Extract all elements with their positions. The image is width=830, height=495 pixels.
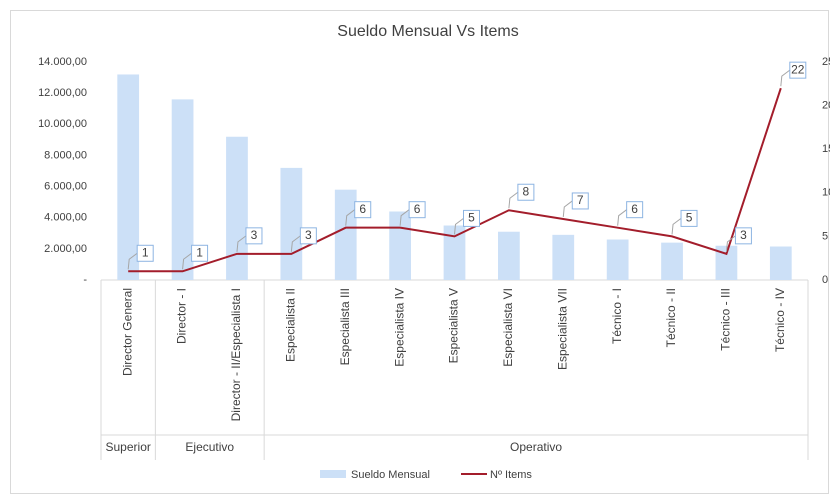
- bar: [769, 246, 792, 280]
- label-box: [245, 227, 263, 245]
- label-box: [354, 201, 372, 219]
- y2-tick-label: 5: [822, 230, 828, 242]
- label-leader: [454, 218, 464, 235]
- y-tick-label: 14.000,00: [38, 56, 87, 68]
- legend-label: Sueldo Mensual: [351, 469, 430, 481]
- y2-tick-label: 15: [822, 143, 830, 155]
- bar: [606, 239, 629, 280]
- x-tick-label: Técnico - I: [610, 288, 624, 344]
- data-label: 1: [196, 245, 203, 259]
- label-leader: [562, 200, 573, 218]
- label-leader: [236, 235, 247, 252]
- data-label: 6: [414, 202, 421, 216]
- y-tick-label: 4.000,00: [44, 212, 87, 224]
- bar: [117, 74, 140, 280]
- x-tick-label: Técnico - III: [719, 288, 733, 351]
- bar: [443, 225, 466, 280]
- data-label: 7: [577, 193, 584, 207]
- x-tick-label: Director - II/Especialista I: [229, 288, 243, 421]
- y2-tick-label: 0: [822, 274, 828, 286]
- label-box: [680, 209, 698, 227]
- label-leader: [345, 209, 356, 226]
- x-tick-label: Director - I: [175, 288, 189, 344]
- x-tick-label: Técnico - II: [664, 288, 678, 347]
- label-box: [299, 227, 317, 245]
- y-tick-label: 10.000,00: [38, 118, 87, 130]
- label-box: [734, 227, 752, 245]
- label-leader: [780, 69, 791, 87]
- group-label: Superior: [106, 440, 151, 454]
- y2-tick-label: 25: [822, 56, 830, 68]
- x-tick-label: Técnico - IV: [773, 288, 787, 352]
- label-box: [136, 244, 154, 262]
- chart-title: Sueldo Mensual Vs Items: [337, 23, 518, 40]
- label-leader: [127, 252, 138, 270]
- bar: [171, 99, 194, 280]
- label-box: [789, 61, 807, 79]
- y2-tick-label: 20: [822, 100, 830, 112]
- bar: [280, 167, 303, 280]
- x-tick-label: Especialista II: [284, 288, 298, 362]
- label-leader: [182, 252, 192, 270]
- label-leader: [617, 209, 627, 226]
- y-tick-label: 12.000,00: [38, 87, 87, 99]
- data-label: 3: [740, 228, 747, 242]
- label-box: [517, 183, 535, 201]
- y2-tick-label: 10: [822, 187, 830, 199]
- x-tick-label: Director General: [120, 288, 134, 376]
- label-leader: [508, 191, 519, 209]
- legend-label: Nº Items: [490, 469, 532, 481]
- label-box: [191, 244, 209, 262]
- data-label: 22: [791, 62, 805, 76]
- y-tick-label: 8.000,00: [44, 149, 87, 161]
- data-label: 6: [631, 202, 638, 216]
- bar: [226, 136, 248, 280]
- bar: [552, 234, 575, 280]
- data-label: 5: [686, 211, 693, 225]
- data-label: 3: [305, 228, 312, 242]
- label-box: [571, 192, 589, 210]
- bar: [498, 231, 520, 280]
- label-leader: [671, 218, 682, 235]
- x-tick-label: Especialista VI: [501, 288, 515, 367]
- label-leader: [399, 209, 410, 226]
- data-label: 3: [251, 228, 258, 242]
- y-tick-label: 2.000,00: [44, 243, 87, 255]
- data-label: 5: [468, 211, 475, 225]
- x-tick-label: Especialista V: [447, 288, 461, 363]
- data-label: 8: [523, 184, 530, 198]
- group-label: Operativo: [510, 440, 562, 454]
- label-box: [463, 209, 480, 227]
- group-label: Ejecutivo: [185, 440, 234, 454]
- legend-swatch: [320, 470, 346, 478]
- label-leader: [290, 235, 301, 252]
- x-tick-label: Especialista III: [338, 288, 352, 365]
- line-series: [128, 87, 782, 273]
- bar: [334, 189, 357, 280]
- data-label: 1: [142, 245, 149, 259]
- y-tick-label: 6.000,00: [44, 180, 87, 192]
- x-tick-label: Especialista IV: [392, 288, 406, 367]
- bar: [661, 242, 683, 280]
- x-tick-label: Especialista VII: [555, 288, 569, 370]
- label-box: [626, 201, 644, 219]
- label-leader: [725, 235, 736, 252]
- bar: [715, 245, 738, 280]
- y-tick-label: -: [83, 274, 87, 286]
- label-box: [408, 201, 426, 219]
- data-label: 6: [359, 202, 366, 216]
